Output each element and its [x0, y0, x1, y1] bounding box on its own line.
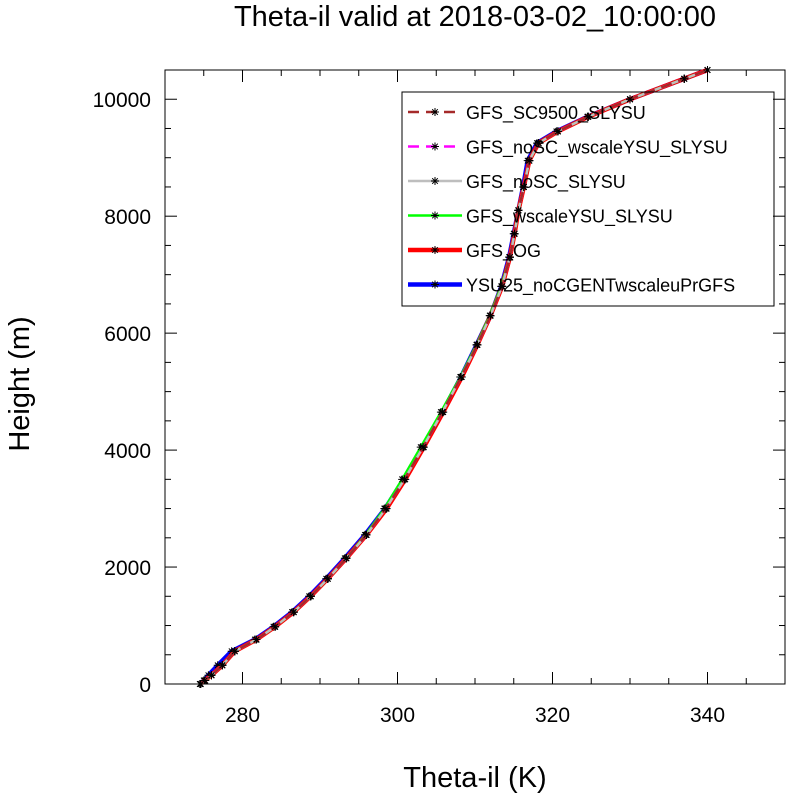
data-point: [342, 554, 351, 563]
data-point: [514, 206, 523, 215]
legend-label: YSU25_noCGENTwscaleuPrGFS: [466, 276, 735, 297]
plot-border: [164, 69, 786, 685]
series-line: [198, 67, 709, 686]
y-tick-label: 10000: [93, 89, 151, 112]
x-tick-label: 340: [690, 704, 725, 727]
series-GFS_noSC_wscaleYSU_SLYSU: [196, 66, 712, 688]
series-line: [198, 67, 709, 686]
legend-label: GFS_SC9500_SLYSU: [466, 103, 646, 124]
legend-marker: [431, 108, 439, 116]
data-point: [510, 229, 519, 238]
data-point: [230, 647, 239, 656]
series-YSU25_noCGENTwscaleuPrGFS: [195, 66, 712, 688]
data-point: [306, 592, 315, 601]
data-point: [419, 443, 428, 452]
data-point: [196, 680, 205, 688]
data-point: [553, 127, 562, 136]
legend-label: GFS_noSC_wscaleYSU_SLYSU: [466, 138, 728, 159]
data-point: [323, 574, 332, 583]
data-point: [438, 408, 447, 417]
data-point: [218, 661, 227, 670]
legend-marker: [431, 280, 439, 289]
tick-labels: 280 300 320 340 0 2000 4000 6000 8000 10000: [93, 89, 725, 727]
y-tick-label: 8000: [104, 206, 151, 229]
y-tick-label: 6000: [104, 323, 151, 346]
legend-marker: [431, 142, 439, 151]
data-point: [252, 635, 261, 644]
data-point: [534, 139, 543, 148]
series-GFS_noSC_SLYSU: [196, 66, 712, 688]
plot-frame: [164, 69, 786, 685]
data-point: [626, 95, 634, 104]
legend-marker: [431, 246, 439, 254]
data-point: [584, 112, 593, 121]
legend-box: [401, 91, 775, 307]
data-point: [271, 622, 280, 631]
x-axis-label: Theta-il (K): [403, 762, 546, 794]
data-point: [473, 340, 482, 349]
y-tick-label: 0: [139, 674, 151, 697]
x-tick-label: 300: [380, 704, 415, 727]
data-point: [525, 156, 534, 165]
chart-title: Theta-il valid at 2018-03-02_10:00:00: [234, 1, 716, 33]
data-point: [381, 504, 390, 513]
data-point: [486, 311, 495, 320]
legend-label: GFS_OG: [466, 241, 541, 262]
data-point: [498, 282, 507, 291]
data-point: [362, 530, 371, 539]
legend: GFS_SC9500_SLYSU GFS_noSC_wscaleYSU_SLYSU…: [401, 91, 775, 307]
data-point: [400, 475, 409, 484]
data-point: [505, 253, 514, 262]
series-line: [199, 68, 708, 685]
x-tick-label: 280: [225, 704, 260, 727]
data-point: [680, 74, 689, 83]
legend-label: GFS_wscaleYSU_SLYSU: [466, 207, 673, 228]
data-point: [213, 661, 222, 670]
data-point: [200, 676, 209, 685]
y-tick-label: 4000: [104, 440, 151, 463]
legend-label: GFS_noSC_SLYSU: [466, 172, 626, 193]
legend-marker: [431, 211, 439, 220]
data-point: [703, 66, 712, 74]
series-line: [199, 68, 708, 685]
data-point: [519, 182, 528, 191]
y-axis-label: Height (m): [4, 316, 36, 451]
series-line: [199, 68, 708, 685]
y-tick-label: 2000: [104, 557, 151, 580]
series-layer: [195, 66, 712, 688]
series-GFS_SC9500_SLYSU: [196, 66, 712, 688]
data-point: [289, 608, 298, 617]
data-point: [457, 373, 466, 381]
series-GFS_wscaleYSU_SLYSU: [196, 66, 712, 688]
series-GFS_OG: [195, 66, 712, 688]
series-line: [199, 68, 708, 685]
axis-ticks: [164, 69, 786, 685]
legend-marker: [431, 177, 439, 185]
x-tick-label: 320: [535, 704, 570, 727]
data-point: [207, 671, 216, 680]
